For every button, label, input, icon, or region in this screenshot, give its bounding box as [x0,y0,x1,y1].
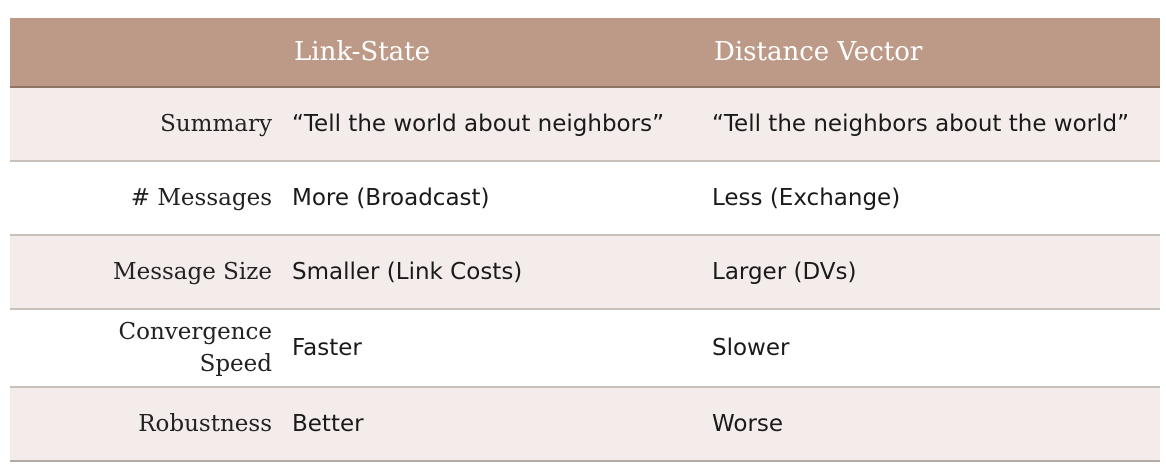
table-row: # Messages More (Broadcast) Less (Exchan… [10,161,1160,236]
row-label: Summary [10,87,282,162]
link-state-cell: “Tell the world about neighbors” [282,87,702,162]
header-cell-link-state: Link-State [282,18,702,88]
row-label: Message Size [10,235,282,310]
header-cell-empty [10,18,282,88]
header-cell-distance-vector: Distance Vector [702,18,1160,88]
link-state-cell: More (Broadcast) [282,161,702,236]
row-label: # Messages [10,161,282,236]
distance-vector-cell: Worse [702,387,1160,462]
table-row: Message Size Smaller (Link Costs) Larger… [10,235,1160,310]
row-label: Convergence Speed [10,309,282,388]
distance-vector-cell: Slower [702,309,1160,388]
distance-vector-cell: Larger (DVs) [702,235,1160,310]
comparison-table: Link-State Distance Vector Summary “Tell… [10,18,1160,462]
link-state-cell: Better [282,387,702,462]
row-label: Robustness [10,387,282,462]
header-row: Link-State Distance Vector [10,18,1160,88]
distance-vector-cell: “Tell the neighbors about the world” [702,87,1160,162]
link-state-cell: Faster [282,309,702,388]
table-row: Robustness Better Worse [10,387,1160,462]
link-state-cell: Smaller (Link Costs) [282,235,702,310]
table-row: Convergence Speed Faster Slower [10,309,1160,388]
table-row: Summary “Tell the world about neighbors”… [10,87,1160,162]
distance-vector-cell: Less (Exchange) [702,161,1160,236]
